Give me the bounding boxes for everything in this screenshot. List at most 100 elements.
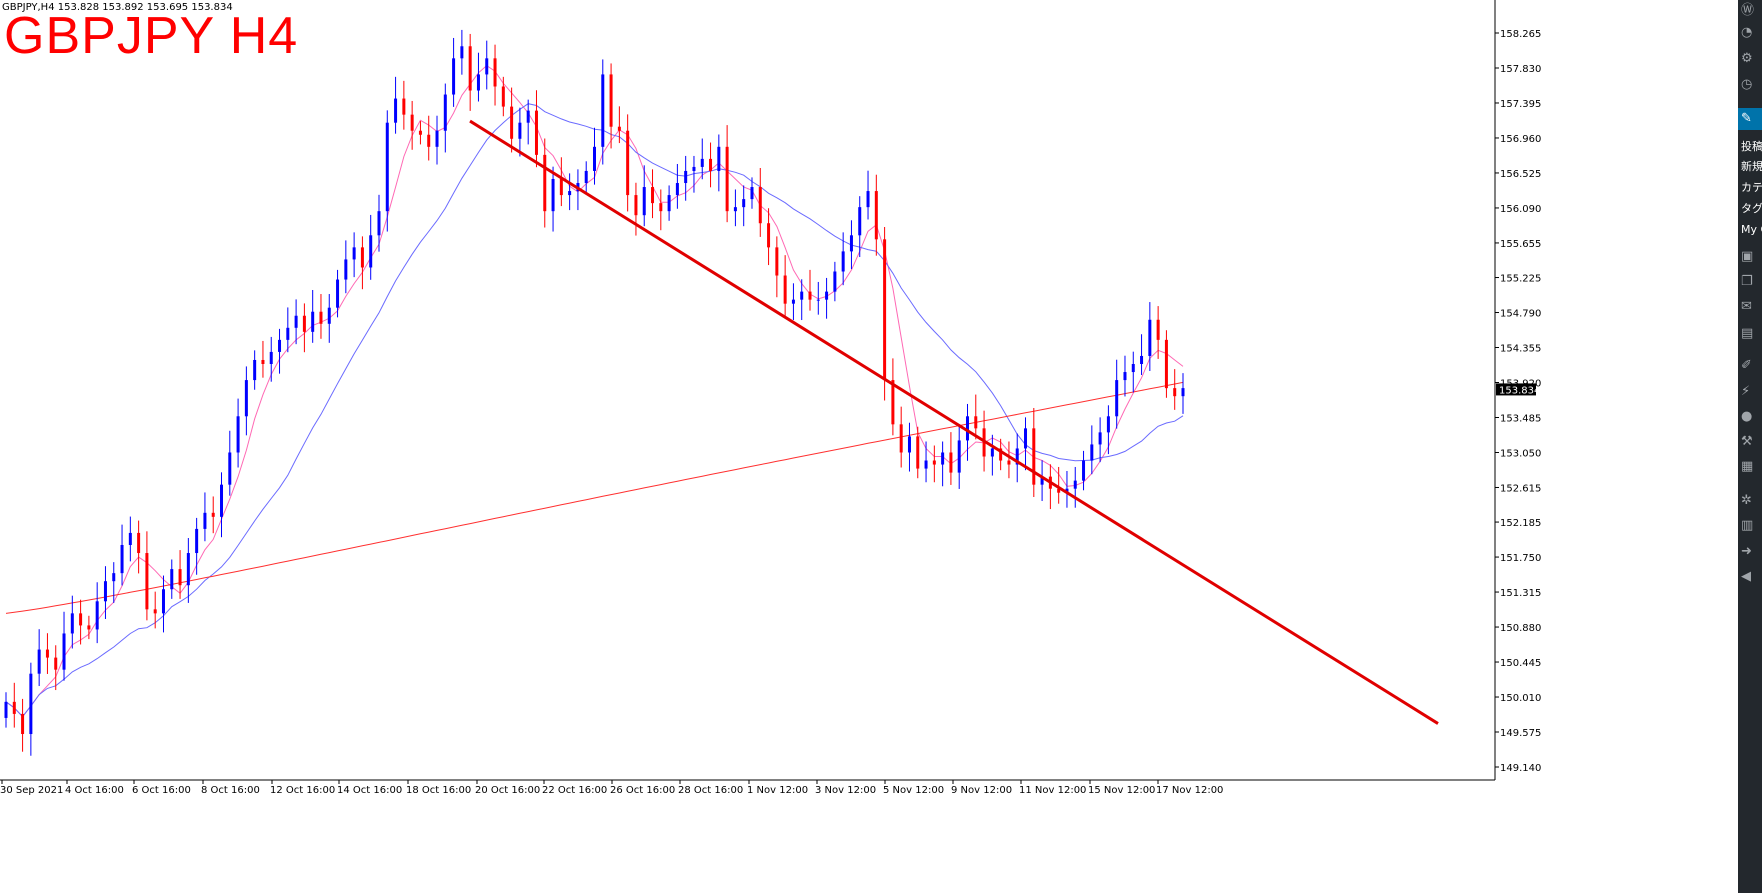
candle <box>253 350 257 390</box>
candle <box>178 550 182 599</box>
candle <box>667 185 671 221</box>
candle <box>891 358 895 436</box>
y-tick-label: 157.830 <box>1500 64 1541 75</box>
ma-mid-line <box>5 103 1184 718</box>
y-tick-label: 156.090 <box>1500 204 1541 215</box>
form-icon[interactable]: ▤ <box>1741 326 1754 341</box>
candle <box>1123 355 1127 397</box>
y-tick-label: 153.485 <box>1500 413 1541 424</box>
candle <box>684 155 688 201</box>
candle <box>145 531 149 621</box>
candle <box>767 208 771 266</box>
sidebar-item[interactable]: 新規 <box>1738 156 1762 178</box>
x-tick-label: 18 Oct 16:00 <box>406 785 471 796</box>
sidebar-item[interactable]: My C <box>1738 219 1762 241</box>
candle <box>783 255 787 317</box>
y-tick-label: 158.265 <box>1500 29 1541 40</box>
y-tick-label: 155.655 <box>1500 239 1541 250</box>
brush-icon[interactable]: ✐ <box>1741 358 1752 373</box>
y-tick-label: 153.050 <box>1500 448 1541 459</box>
candle <box>1098 417 1102 463</box>
candle <box>543 138 547 228</box>
candle <box>319 294 323 339</box>
wrench-icon[interactable]: ⚒ <box>1741 434 1753 449</box>
candle <box>808 269 812 311</box>
candle <box>974 394 978 440</box>
candle <box>907 422 911 472</box>
candle <box>1057 466 1061 504</box>
candle <box>609 63 613 149</box>
sidebar-item[interactable]: 投稿 <box>1738 136 1762 158</box>
clock-icon[interactable]: ◷ <box>1741 77 1753 92</box>
x-tick-label: 4 Oct 16:00 <box>65 785 124 796</box>
collapse-icon[interactable]: ◀ <box>1741 569 1751 584</box>
candle <box>45 633 49 674</box>
y-tick-label: 150.445 <box>1500 658 1541 669</box>
candle <box>1164 330 1168 398</box>
candle <box>709 142 713 188</box>
wordpress-icon[interactable]: Ⓦ <box>1741 3 1755 18</box>
candle <box>54 645 58 691</box>
plugin-icon[interactable]: ⚡ <box>1741 384 1751 399</box>
candle <box>791 283 795 321</box>
user-icon[interactable]: ● <box>1741 409 1753 424</box>
candle <box>418 121 422 145</box>
candle <box>211 496 215 534</box>
candle <box>394 76 398 134</box>
pages-icon[interactable]: ❐ <box>1741 274 1753 289</box>
candle <box>651 169 655 219</box>
candle <box>427 115 431 161</box>
candle <box>79 599 83 645</box>
candle <box>568 173 572 211</box>
dashboard-icon[interactable]: ◔ <box>1741 25 1753 40</box>
sidebar-item-label: カテ <box>1741 181 1762 194</box>
current-price-tag <box>1496 383 1536 396</box>
candle <box>493 44 497 106</box>
candle <box>634 182 638 236</box>
candle <box>916 426 920 479</box>
candle <box>858 196 862 258</box>
candle <box>70 595 74 649</box>
candle <box>593 127 596 185</box>
x-tick-label: 8 Oct 16:00 <box>201 785 260 796</box>
candle <box>377 194 381 252</box>
candle <box>692 155 696 193</box>
candle <box>800 279 804 321</box>
candle <box>153 591 157 629</box>
comment-icon[interactable]: ✉ <box>1741 299 1752 314</box>
candle <box>269 336 273 382</box>
calc-icon[interactable]: ▥ <box>1741 518 1754 533</box>
candle <box>385 110 389 232</box>
arrow-icon[interactable]: ➜ <box>1741 544 1752 559</box>
pin-icon[interactable]: ✎ <box>1738 108 1762 130</box>
settings-icon[interactable]: ✲ <box>1741 493 1752 508</box>
candle <box>294 299 298 345</box>
candle <box>758 168 762 237</box>
candle <box>161 575 165 633</box>
candle <box>476 52 480 102</box>
candle <box>534 90 538 168</box>
sidebar-item[interactable]: カテ <box>1738 177 1762 199</box>
candle <box>742 185 746 227</box>
candle <box>551 166 555 232</box>
candle <box>311 290 315 343</box>
y-tick-label: 154.355 <box>1500 344 1541 355</box>
x-tick-label: 12 Oct 16:00 <box>270 785 335 796</box>
candle <box>501 76 505 117</box>
candle <box>957 424 961 489</box>
candle <box>518 107 522 157</box>
trendline <box>469 119 1439 725</box>
x-tick-label: 14 Oct 16:00 <box>337 785 402 796</box>
candle <box>128 516 132 562</box>
candle <box>849 220 853 270</box>
grid-icon[interactable]: ▦ <box>1741 459 1754 474</box>
y-tick-label: 156.960 <box>1500 134 1541 145</box>
candle <box>1015 433 1019 483</box>
candle <box>352 232 356 278</box>
candle <box>1073 466 1077 508</box>
candle <box>775 236 779 298</box>
candle <box>485 40 489 90</box>
gear-icon[interactable]: ⚙ <box>1741 51 1753 66</box>
media-icon[interactable]: ▣ <box>1741 249 1754 264</box>
sidebar-item[interactable]: タグ <box>1738 198 1762 220</box>
